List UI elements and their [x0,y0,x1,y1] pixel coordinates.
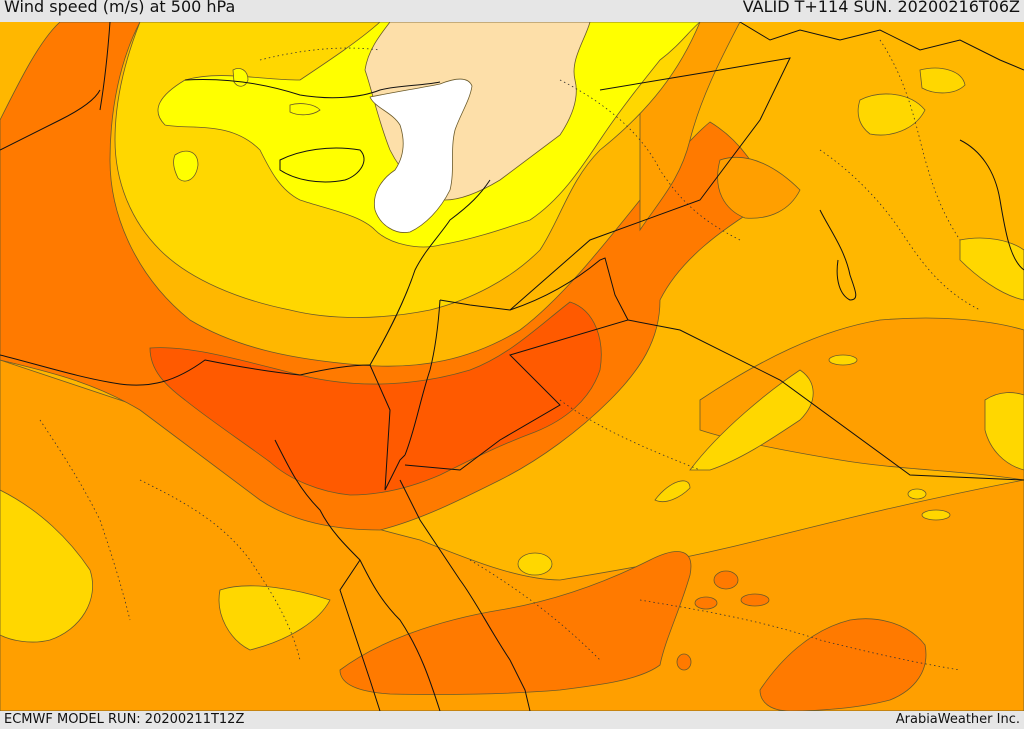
map-footer: ECMWF MODEL RUN: 20200211T12Z ArabiaWeat… [0,711,1024,729]
model-run-label: ECMWF MODEL RUN: 20200211T12Z [4,712,245,727]
contour-gold-west [0,489,93,643]
contour-gold-east-3 [984,392,1024,471]
contour-yellow-blob-3 [289,103,321,116]
contour-gold-spot-e1 [828,354,858,366]
dotted-boundaries [39,39,981,671]
contour-gold-east-1 [689,369,814,471]
contour-gold-spot-e3 [921,509,951,521]
contour-redorange-core [149,301,602,496]
valid-time: VALID T+114 SUN. 20200216T06Z [742,0,1020,16]
contour-orange-east-band [699,317,1024,481]
contour-gold-sw [218,585,331,651]
contour-gold-east-2 [654,480,691,503]
contour-gold-east-4 [857,93,926,136]
contour-orange-ne [717,156,801,219]
contour-gold-east-5 [919,67,966,94]
contour-darkorange-spot [713,570,739,590]
contour-gold-spot-e4 [517,552,553,576]
credit-label: ArabiaWeather Inc. [895,712,1020,727]
contour-gold-east-6 [959,237,1024,301]
contour-darkorange-south [339,551,692,695]
map-header: Wind speed (m/s) at 500 hPa VALID T+114 … [0,0,1024,22]
contour-darkorange-spot-4 [676,653,692,671]
contour-darkorange-spot-2 [740,593,770,607]
wind-speed-map [0,22,1024,711]
coastlines-and-borders [0,22,1024,711]
map-title: Wind speed (m/s) at 500 hPa [4,0,236,16]
contour-darkorange-spot-3 [694,596,718,610]
contour-yellow-blob-1 [173,150,199,182]
contour-gold-spot-e2 [907,488,927,500]
contour-white [369,78,473,233]
